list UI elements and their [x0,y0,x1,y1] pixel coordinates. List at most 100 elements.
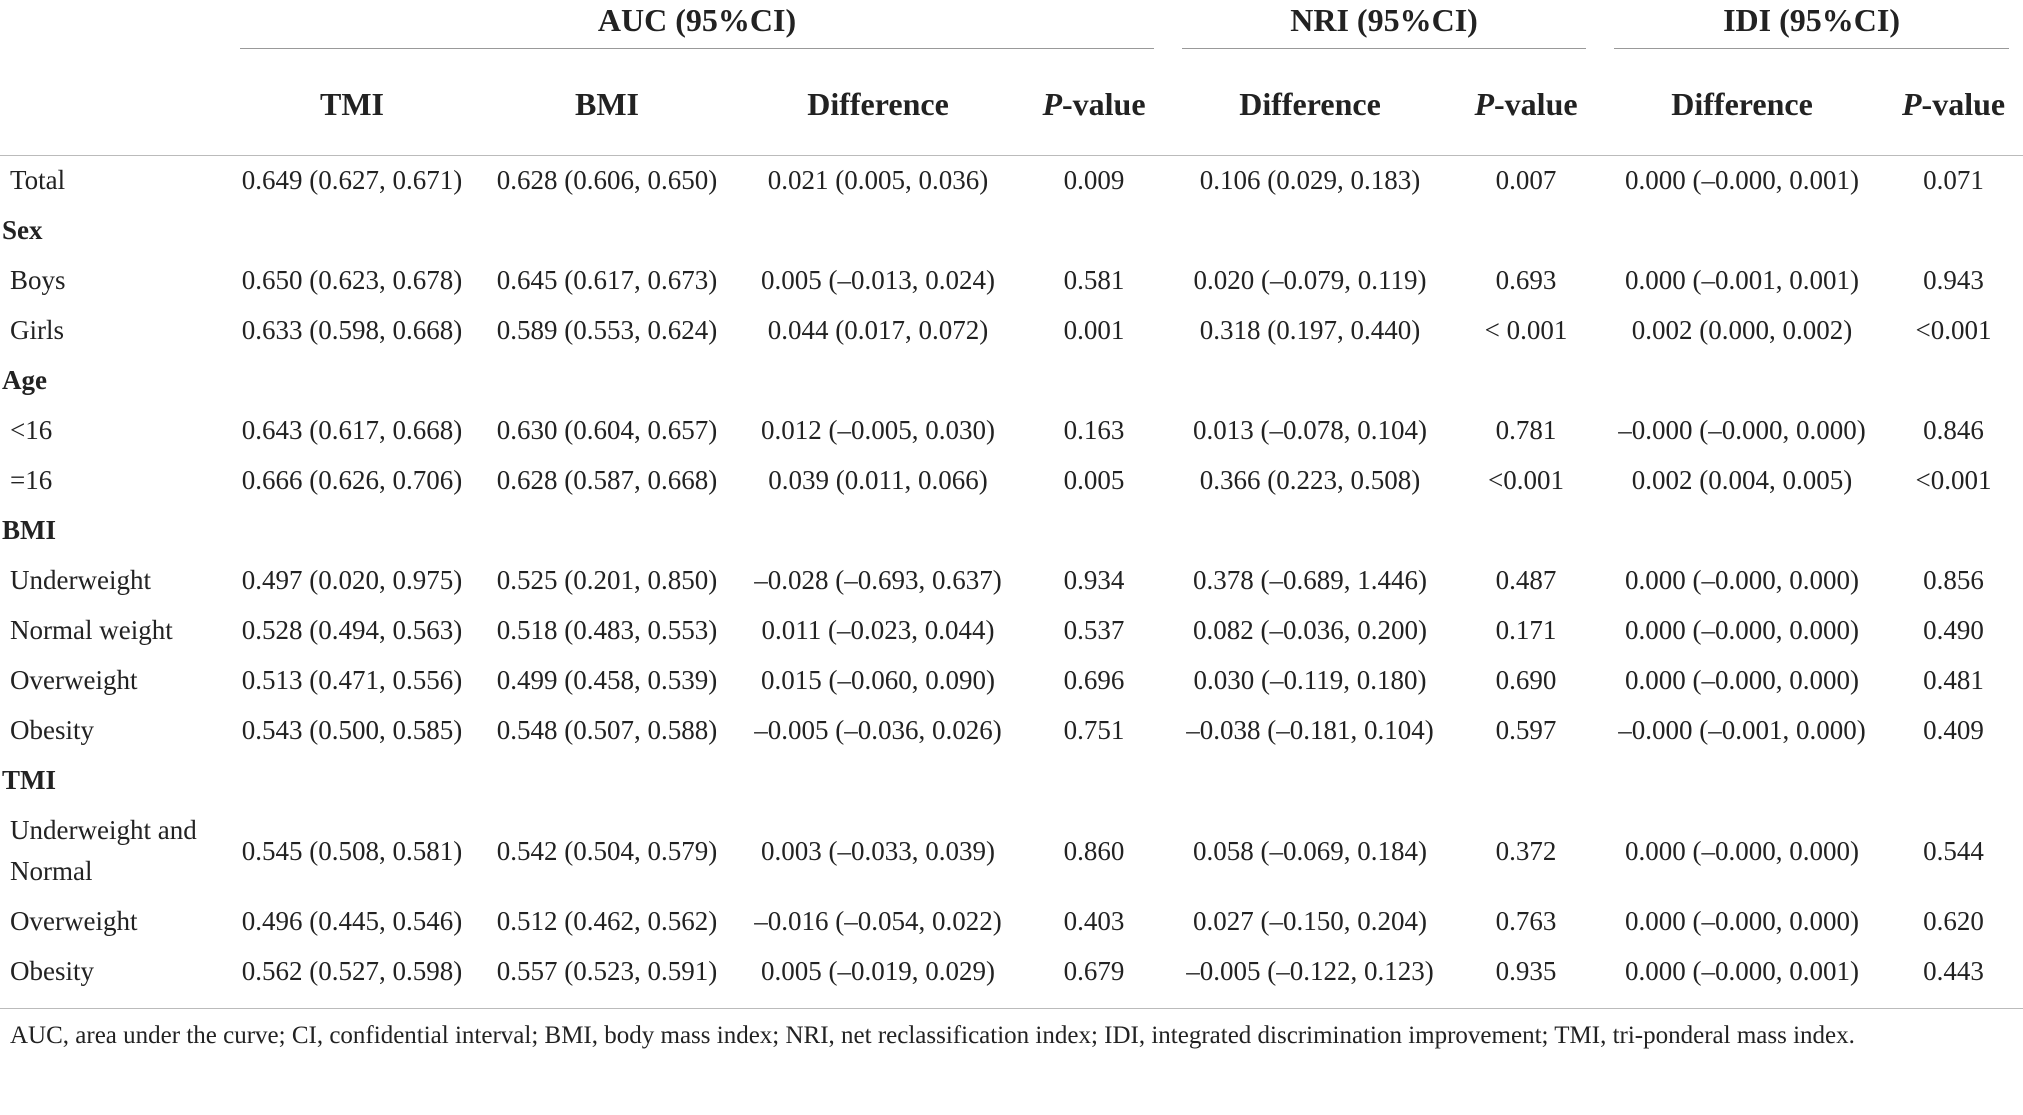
section-label: Sex [2,215,43,245]
column-header: P-value [1884,59,2023,156]
data-row: Boys 0.650 (0.623, 0.678) 0.645 (0.617, 0.… [0,256,2023,306]
cell: 0.525 (0.201, 0.850) [496,565,718,595]
section-row: TMI [0,756,2023,806]
section-label: TMI [2,765,56,795]
group-header-text: AUC (95%CI) [240,0,1155,49]
cell: 0.000 (–0.000, 0.001) [1625,956,1860,986]
column-header: Difference [1168,59,1453,156]
header-text: Difference [807,85,949,122]
cell: 0.012 (–0.005, 0.030) [761,415,995,445]
group-header: NRI (95%CI) [1168,0,1600,59]
group-header: AUC (95%CI) [226,0,1168,59]
cell: 0.000 (–0.001, 0.001) [1625,265,1860,295]
cell: 0.005 (–0.013, 0.024) [761,265,995,295]
cell: 0.003 (–0.033, 0.039) [761,835,995,866]
row-label: Total [10,165,66,195]
cell: 0.000 (–0.000, 0.000) [1625,835,1860,866]
cell: 0.934 [1063,565,1125,595]
cell: 0.496 (0.445, 0.546) [241,906,463,936]
group-header-text: IDI (95%CI) [1614,0,2010,49]
cell: 0.409 [1923,715,1984,745]
cell: 0.490 [1923,615,1984,645]
cell: 0.030 (–0.119, 0.180) [1193,665,1427,695]
footnote: AUC, area under the curve; CI, confident… [0,1008,2023,1053]
row-label: Underweight [10,565,151,595]
cell: 0.649 (0.627, 0.671) [241,165,463,195]
cell: 0.512 (0.462, 0.562) [496,906,718,936]
cell: 0.763 [1495,906,1557,936]
cell: 0.013 (–0.078, 0.104) [1193,415,1427,445]
row-label: Obesity [10,956,94,986]
data-row: Overweight 0.496 (0.445, 0.546) 0.512 (0.4… [0,897,2023,947]
table-body: Total 0.649 (0.627, 0.671) 0.628 (0.606, 0… [0,156,2023,1009]
cell: 0.562 (0.527, 0.598) [241,956,463,986]
cell: 0.009 [1063,165,1125,195]
sub-header-row: TMI BMI Difference P-value Difference P-value… [0,59,2023,156]
cell: 0.751 [1063,715,1125,745]
cell: 0.518 (0.483, 0.553) [496,615,718,645]
cell: <0.001 [1915,465,1992,495]
cell: 0.044 (0.017, 0.072) [767,315,989,345]
cell: 0.000 (–0.000, 0.000) [1625,615,1860,645]
cell: 0.846 [1923,415,1984,445]
data-row: <16 0.643 (0.617, 0.668) 0.630 (0.604, 0.6… [0,406,2023,456]
cell: 0.318 (0.197, 0.440) [1199,315,1421,345]
row-label: Boys [10,265,66,295]
cell: 0.666 (0.626, 0.706) [241,465,463,495]
row-label: Girls [10,315,64,345]
cell: 0.443 [1923,956,1984,986]
cell: 0.171 [1495,615,1557,645]
header-text: -value [1062,85,1146,122]
cell: 0.000 (–0.000, 0.000) [1625,565,1860,595]
cell: 0.378 (–0.689, 1.446) [1193,565,1427,595]
cell: 0.620 [1923,906,1984,936]
cell: 0.781 [1495,415,1557,445]
cell: 0.001 [1063,315,1125,345]
cell: 0.543 (0.500, 0.585) [241,715,463,745]
cell: <0.001 [1488,465,1565,495]
cell: 0.487 [1495,565,1557,595]
cell: 0.082 (–0.036, 0.200) [1193,615,1427,645]
row-label: Underweight and Normal [10,815,197,886]
cell: 0.000 (–0.000, 0.001) [1625,165,1860,195]
cell: 0.943 [1923,265,1984,295]
cell: 0.497 (0.020, 0.975) [241,565,463,595]
corner-cell [0,59,226,156]
header-italic: P [1042,85,1062,122]
cell: 0.935 [1495,956,1557,986]
row-label: Overweight [10,665,138,695]
header-text: TMI [320,85,384,122]
data-row: Underweight and Normal 0.545 (0.508, 0.58… [0,806,2023,897]
cell: 0.000 (–0.000, 0.000) [1625,665,1860,695]
cell: 0.481 [1923,665,1984,695]
data-row: =16 0.666 (0.626, 0.706) 0.628 (0.587, 0.6… [0,456,2023,506]
cell: 0.628 (0.606, 0.650) [496,165,718,195]
header-italic: P [1474,85,1495,122]
cell: 0.630 (0.604, 0.657) [496,415,718,445]
table-head: AUC (95%CI) NRI (95%CI) IDI (95%CI) TMI BMI D… [0,0,2023,156]
data-row: Total 0.649 (0.627, 0.671) 0.628 (0.606, 0… [0,156,2023,207]
cell: –0.028 (–0.693, 0.637) [754,565,1002,595]
cell: –0.000 (–0.000, 0.000) [1618,415,1866,445]
group-header-row: AUC (95%CI) NRI (95%CI) IDI (95%CI) [0,0,2023,59]
cell: 0.650 (0.623, 0.678) [241,265,463,295]
cell: 0.005 [1063,465,1125,495]
cell: 0.002 (0.000, 0.002) [1631,315,1853,345]
cell: 0.021 (0.005, 0.036) [767,165,989,195]
row-label: Overweight [10,906,138,936]
cell: 0.499 (0.458, 0.539) [496,665,718,695]
results-table: AUC (95%CI) NRI (95%CI) IDI (95%CI) TMI BMI D… [0,0,2023,1009]
cell: 0.372 [1495,835,1557,866]
cell: 0.548 (0.507, 0.588) [496,715,718,745]
cell: < 0.001 [1484,315,1568,345]
cell: 0.039 (0.011, 0.066) [768,465,988,495]
row-label: Normal weight [10,615,173,645]
column-header: P-value [1020,59,1169,156]
cell: 0.581 [1063,265,1125,295]
header-text: -value [1494,85,1578,122]
cell: 0.544 [1923,835,1984,866]
cell: 0.011 (–0.023, 0.044) [761,615,995,645]
column-header: P-value [1452,59,1601,156]
cell: 0.058 (–0.069, 0.184) [1193,835,1427,866]
data-row: Obesity 0.562 (0.527, 0.598) 0.557 (0.523,… [0,947,2023,1008]
